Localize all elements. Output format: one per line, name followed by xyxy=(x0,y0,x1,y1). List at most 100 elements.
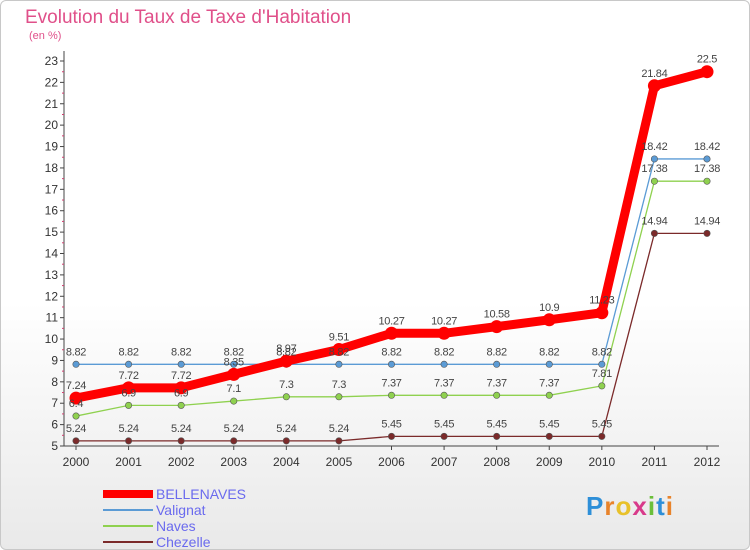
data-label: 5.45 xyxy=(592,418,612,430)
data-label: 7.72 xyxy=(171,370,191,382)
data-label: 7.3 xyxy=(279,379,294,391)
legend-item: BELLENAVES xyxy=(103,486,246,502)
data-label: 5.24 xyxy=(224,423,244,435)
data-point xyxy=(703,155,711,163)
data-label: 8.82 xyxy=(434,346,454,358)
x-tick-label: 2009 xyxy=(536,455,563,469)
data-label: 5.24 xyxy=(118,423,138,435)
data-point xyxy=(335,360,343,368)
data-label: 7.37 xyxy=(487,377,507,389)
data-label: 10.58 xyxy=(484,309,510,321)
data-label: 8.82 xyxy=(118,346,138,358)
data-label: 8.82 xyxy=(276,346,296,358)
data-point xyxy=(230,360,238,368)
y-tick-label: 15 xyxy=(45,225,59,239)
y-tick-label: 16 xyxy=(45,204,59,218)
data-point xyxy=(598,360,606,368)
legend-item: Naves xyxy=(103,518,196,534)
data-label: 5.24 xyxy=(329,423,349,435)
data-label: 14.94 xyxy=(641,215,667,227)
data-label: 5.24 xyxy=(171,423,191,435)
data-point xyxy=(69,391,83,405)
data-point xyxy=(282,437,290,445)
data-label: 17.38 xyxy=(694,163,720,175)
data-label: 8.82 xyxy=(539,346,559,358)
x-tick-label: 2012 xyxy=(694,455,721,469)
data-label: 6.9 xyxy=(121,387,136,399)
data-label: 5.24 xyxy=(276,423,296,435)
data-point xyxy=(440,360,448,368)
data-label: 5.24 xyxy=(66,423,86,435)
legend-swatch xyxy=(103,541,153,543)
data-label: 7.24 xyxy=(66,380,86,392)
data-point xyxy=(703,177,711,185)
chart-title: Evolution du Taux de Taxe d'Habitation xyxy=(25,7,352,28)
data-point xyxy=(650,177,658,185)
data-label: 6.4 xyxy=(69,398,84,410)
logo-letter: t xyxy=(656,491,666,521)
x-tick-label: 2002 xyxy=(168,455,195,469)
data-label: 5.45 xyxy=(539,418,559,430)
data-point xyxy=(545,360,553,368)
data-label: 14.94 xyxy=(694,215,720,227)
logo-letter: o xyxy=(615,491,633,521)
y-tick-label: 19 xyxy=(45,140,59,154)
y-tick-label: 14 xyxy=(45,247,59,261)
data-point xyxy=(647,79,661,93)
data-label: 8.82 xyxy=(171,346,191,358)
data-point xyxy=(335,437,343,445)
data-label: 7.3 xyxy=(332,379,347,391)
data-point xyxy=(72,412,80,420)
data-point xyxy=(332,343,346,357)
y-tick-label: 12 xyxy=(45,289,59,303)
data-label: 8.82 xyxy=(66,346,86,358)
data-point xyxy=(177,437,185,445)
data-label: 5.45 xyxy=(434,418,454,430)
y-tick-label: 23 xyxy=(45,54,59,68)
data-label: 6.9 xyxy=(174,387,189,399)
data-point xyxy=(490,320,504,334)
chart-data-labels: 7.24 7.72 7.72 8.35 8.97 9.51 10.27 10.27 10.58 1… xyxy=(66,54,721,435)
y-tick-label: 10 xyxy=(45,332,59,346)
data-label: 5.45 xyxy=(381,418,401,430)
data-point xyxy=(230,397,238,405)
x-tick-label: 2005 xyxy=(326,455,353,469)
x-tick-label: 2008 xyxy=(483,455,510,469)
legend-item: Valignat xyxy=(103,502,206,518)
data-label: 8.82 xyxy=(592,346,612,358)
data-point xyxy=(493,360,501,368)
data-point xyxy=(700,65,714,79)
data-point xyxy=(385,326,398,340)
data-point xyxy=(177,360,185,368)
y-tick-label: 7 xyxy=(51,396,58,410)
data-point xyxy=(595,306,609,320)
data-point xyxy=(177,401,185,409)
data-label: 8.82 xyxy=(329,346,349,358)
data-point xyxy=(703,229,711,237)
data-point xyxy=(493,391,501,399)
data-point xyxy=(542,313,556,327)
x-tick-label: 2004 xyxy=(273,455,300,469)
y-tick-label: 5 xyxy=(51,439,58,453)
data-label: 8.82 xyxy=(381,346,401,358)
proxiti-logo: Proxiti xyxy=(586,491,674,522)
y-tick-label: 6 xyxy=(51,418,58,432)
data-label: 7.81 xyxy=(592,368,612,380)
legend-label: Valignat xyxy=(156,502,206,518)
legend-swatch xyxy=(103,490,153,498)
data-point xyxy=(440,432,448,440)
data-point xyxy=(122,381,136,395)
data-point xyxy=(72,360,80,368)
data-label: 22.5 xyxy=(697,54,717,66)
data-label: 7.1 xyxy=(227,383,242,395)
y-tick-label: 8 xyxy=(51,375,58,389)
data-label: 8.82 xyxy=(487,346,507,358)
data-point xyxy=(387,432,395,440)
data-point xyxy=(227,367,241,381)
data-point xyxy=(279,354,293,368)
x-tick-label: 2006 xyxy=(378,455,405,469)
data-label: 18.42 xyxy=(641,141,667,153)
data-label: 7.37 xyxy=(539,377,559,389)
